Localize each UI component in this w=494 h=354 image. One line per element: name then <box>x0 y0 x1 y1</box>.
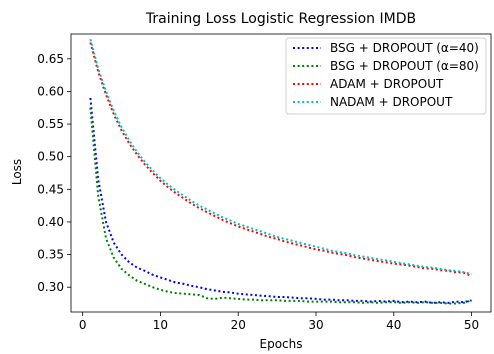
y-tick-label: 0.50 <box>37 150 64 164</box>
x-tick-label: 50 <box>464 318 479 332</box>
y-tick-label: 0.40 <box>37 215 64 229</box>
series-line-1 <box>89 97 472 304</box>
plot-frame <box>70 33 492 313</box>
axis-ticks: 0 10 20 30 40 50 0.30 0.35 0.40 0.45 0.50 0.55 0.60 0… <box>37 52 479 332</box>
y-tick-label: 0.60 <box>37 84 64 98</box>
legend-box <box>285 37 487 115</box>
x-tick-label: 20 <box>231 318 246 332</box>
y-tick-label: 0.55 <box>37 117 64 131</box>
legend-label: NADAM + DROPOUT <box>330 95 453 109</box>
y-axis-label: Loss <box>10 159 24 185</box>
legend-label: ADAM + DROPOUT <box>330 77 444 91</box>
legend-label: BSG + DROPOUT (α=80) <box>330 59 479 73</box>
y-tick-label: 0.45 <box>37 182 64 196</box>
x-axis-label: Epochs <box>260 337 303 351</box>
series-line-3 <box>89 42 472 278</box>
x-tick-label: 10 <box>153 318 168 332</box>
legend-label: BSG + DROPOUT (α=40) <box>330 41 479 55</box>
y-tick-label: 0.35 <box>37 248 64 262</box>
plot-lines <box>89 38 472 305</box>
x-tick-label: 40 <box>386 318 401 332</box>
y-tick-label: 0.30 <box>37 280 64 294</box>
x-tick-label: 0 <box>79 318 87 332</box>
legend: BSG + DROPOUT (α=40) BSG + DROPOUT (α=80)… <box>285 37 487 115</box>
y-tick-label: 0.65 <box>37 52 64 66</box>
series-line-2 <box>89 107 472 305</box>
chart-title: Training Loss Logistic Regression IMDB <box>145 11 416 27</box>
series-line-4 <box>89 38 472 276</box>
x-tick-label: 30 <box>308 318 323 332</box>
